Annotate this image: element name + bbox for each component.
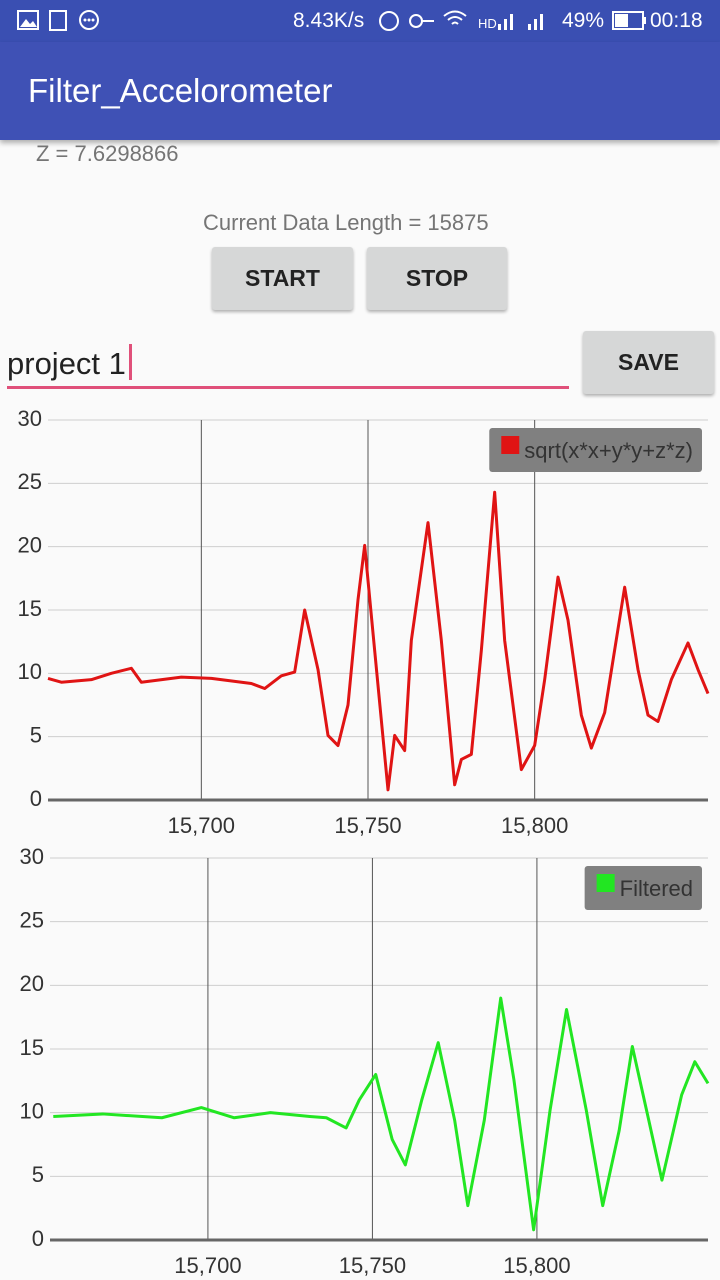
y-tick-label: 0 — [30, 786, 42, 811]
y-tick-label: 30 — [20, 844, 44, 869]
z-label: Z = 7.6298866 — [36, 141, 179, 166]
legend-swatch — [501, 436, 520, 454]
stop-button[interactable]: STOP — [367, 247, 507, 310]
y-tick-label: 25 — [20, 907, 44, 932]
cursor — [128, 344, 132, 380]
y-tick-label: 20 — [20, 971, 44, 996]
save-button[interactable]: SAVE — [583, 331, 714, 394]
x-tick-label: 15,700 — [174, 1253, 241, 1278]
app-title: Filter_Accelorometer — [28, 72, 333, 109]
series-line — [47, 490, 710, 792]
y-tick-label: 30 — [18, 406, 42, 431]
start-button[interactable]: START — [212, 247, 353, 310]
legend-label: Filtered — [620, 876, 693, 901]
battery-icon — [612, 11, 646, 30]
y-tick-label: 15 — [20, 1035, 44, 1060]
x-tick-label: 15,800 — [503, 1253, 570, 1278]
x-tick-label: 15,700 — [168, 813, 235, 838]
status-icons-right: HD — [379, 10, 543, 31]
x-tick-label: 15,750 — [339, 1253, 406, 1278]
y-tick-label: 25 — [18, 469, 42, 494]
legend-label: sqrt(x*x+y*y+z*z) — [524, 438, 693, 463]
status-icons — [17, 10, 99, 31]
battery-percent: 49% — [562, 9, 605, 32]
y-tick-label: 5 — [32, 1162, 44, 1187]
y-tick-label: 20 — [18, 532, 42, 557]
legend-swatch — [596, 874, 615, 892]
y-tick-label: 10 — [18, 659, 42, 684]
svg-text:HD: HD — [478, 16, 497, 31]
x-tick-label: 15,750 — [334, 813, 401, 838]
input-value: project 1 — [7, 346, 126, 381]
y-tick-label: 10 — [20, 1098, 44, 1123]
input-text: project 1 — [7, 344, 132, 382]
series-line — [53, 996, 710, 1232]
legend: sqrt(x*x+y*y+z*z) — [489, 428, 702, 472]
y-tick-label: 0 — [32, 1226, 44, 1251]
x-tick-label: 15,800 — [501, 813, 568, 838]
network-speed: 8.43K/s — [293, 9, 365, 32]
status-bar: 8.43K/s HD 49% 00:18 — [0, 0, 720, 42]
clock: 00:18 — [650, 9, 703, 32]
legend: Filtered — [584, 866, 702, 910]
app-bar: Filter_Accelorometer — [0, 42, 720, 140]
y-tick-label: 5 — [30, 722, 42, 747]
y-tick-label: 15 — [18, 596, 42, 621]
project-input[interactable]: project 1 — [7, 338, 569, 389]
data-length-label: Current Data Length = 15875 — [203, 210, 489, 235]
legend-box — [489, 428, 702, 472]
